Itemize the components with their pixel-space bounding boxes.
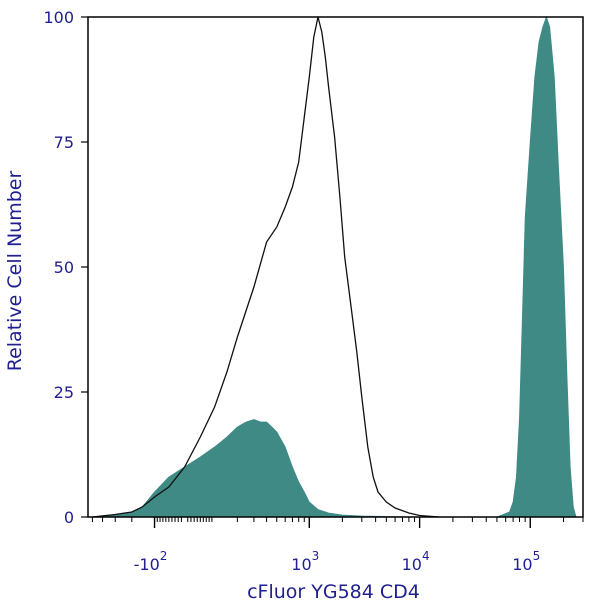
x-tick-label: 105	[512, 549, 540, 574]
x-tick-base: 10	[291, 555, 311, 574]
x-tick-base: -10	[134, 555, 160, 574]
series-layer	[92, 15, 577, 518]
y-tick-label: 25	[54, 383, 74, 402]
x-tick-labels: -102 103 104 105	[134, 549, 541, 574]
y-axis-title: Relative Cell Number	[4, 171, 26, 372]
x-tick-exponent: 4	[422, 549, 430, 563]
x-tick-label: 104	[402, 549, 430, 574]
x-major-tick-marks	[153, 517, 531, 528]
x-tick-exponent: 2	[160, 549, 168, 563]
x-axis-title: cFluor YG584 CD4	[247, 581, 420, 603]
x-tick-base: 10	[402, 555, 422, 574]
y-tick-label: 0	[64, 508, 74, 527]
x-tick-exponent: 5	[533, 549, 541, 563]
y-tick-label: 100	[43, 8, 74, 27]
x-tick-exponent: 3	[312, 549, 320, 563]
x-minor-tick-marks	[91, 517, 584, 522]
plot-frame	[87, 16, 584, 518]
y-tick-label: 50	[54, 258, 74, 277]
x-tick-label: -102	[134, 549, 168, 574]
filled-histogram	[92, 15, 577, 518]
outline-histogram	[92, 16, 440, 518]
x-tick-base: 10	[512, 555, 532, 574]
y-tick-marks	[81, 16, 88, 518]
y-tick-label: 75	[54, 133, 74, 152]
y-tick-labels: 0 25 50 75 100	[43, 8, 74, 527]
x-tick-label: 103	[291, 549, 319, 574]
